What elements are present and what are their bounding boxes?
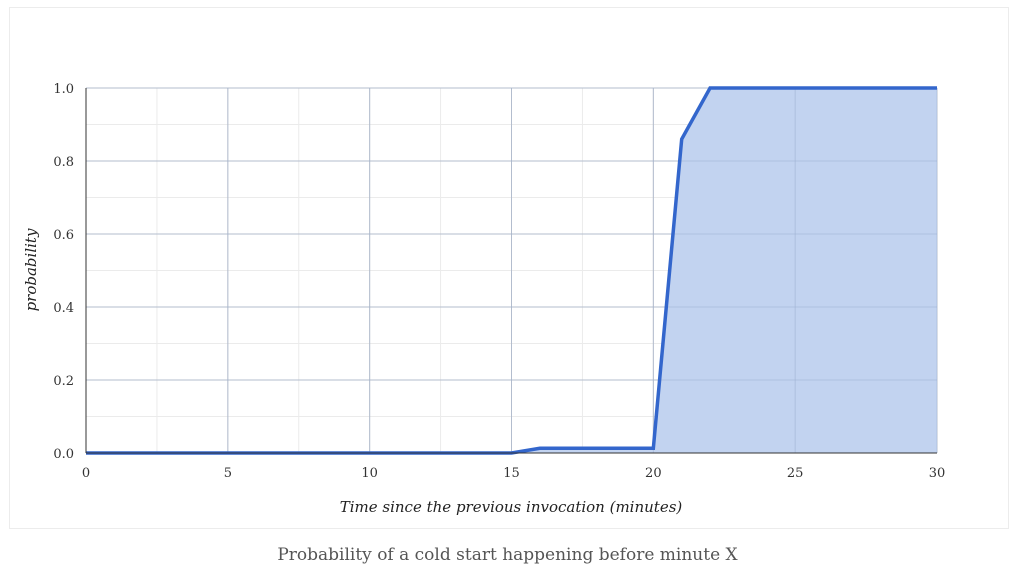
x-tick-labels: 0 5 10 15 20 25 30 <box>82 466 945 481</box>
x-axis-title: Time since the previous invocation (minu… <box>340 498 683 516</box>
y-tick-label: 0.6 <box>53 228 74 243</box>
x-tick-label: 25 <box>787 466 804 481</box>
x-tick-label: 20 <box>645 466 662 481</box>
y-tick-label: 1.0 <box>53 82 74 97</box>
y-tick-label: 0.2 <box>53 374 74 389</box>
y-tick-label: 0.4 <box>53 301 74 316</box>
y-axis-title: probability <box>22 228 40 311</box>
y-tick-label: 0.0 <box>53 447 74 462</box>
x-tick-label: 0 <box>82 466 90 481</box>
y-tick-labels: 0.0 0.2 0.4 0.6 0.8 1.0 <box>53 82 74 462</box>
probability-area-fill <box>86 88 937 453</box>
figure-caption: Probability of a cold start happening be… <box>277 545 738 565</box>
x-tick-label: 5 <box>224 466 232 481</box>
y-tick-label: 0.8 <box>53 155 74 170</box>
cold-start-probability-chart: 0 5 10 15 20 25 30 0.0 0.2 0.4 0.6 0.8 1.0 Time sin… <box>22 82 945 516</box>
x-tick-label: 10 <box>361 466 378 481</box>
x-tick-label: 30 <box>929 466 946 481</box>
axis-layer <box>85 88 937 454</box>
x-tick-label: 15 <box>503 466 520 481</box>
